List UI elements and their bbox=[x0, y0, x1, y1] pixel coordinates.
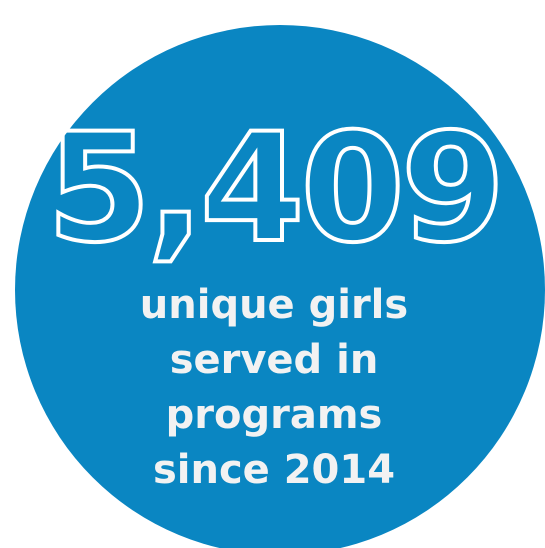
caption-line: served in bbox=[170, 337, 379, 383]
stat-number: 5,409 bbox=[47, 102, 501, 276]
caption-line: since 2014 bbox=[153, 447, 395, 493]
caption-line: programs bbox=[166, 392, 383, 438]
caption: unique girls served in programs since 2014 bbox=[140, 282, 408, 493]
caption-line: unique girls bbox=[140, 282, 408, 328]
circle-background bbox=[15, 25, 545, 548]
